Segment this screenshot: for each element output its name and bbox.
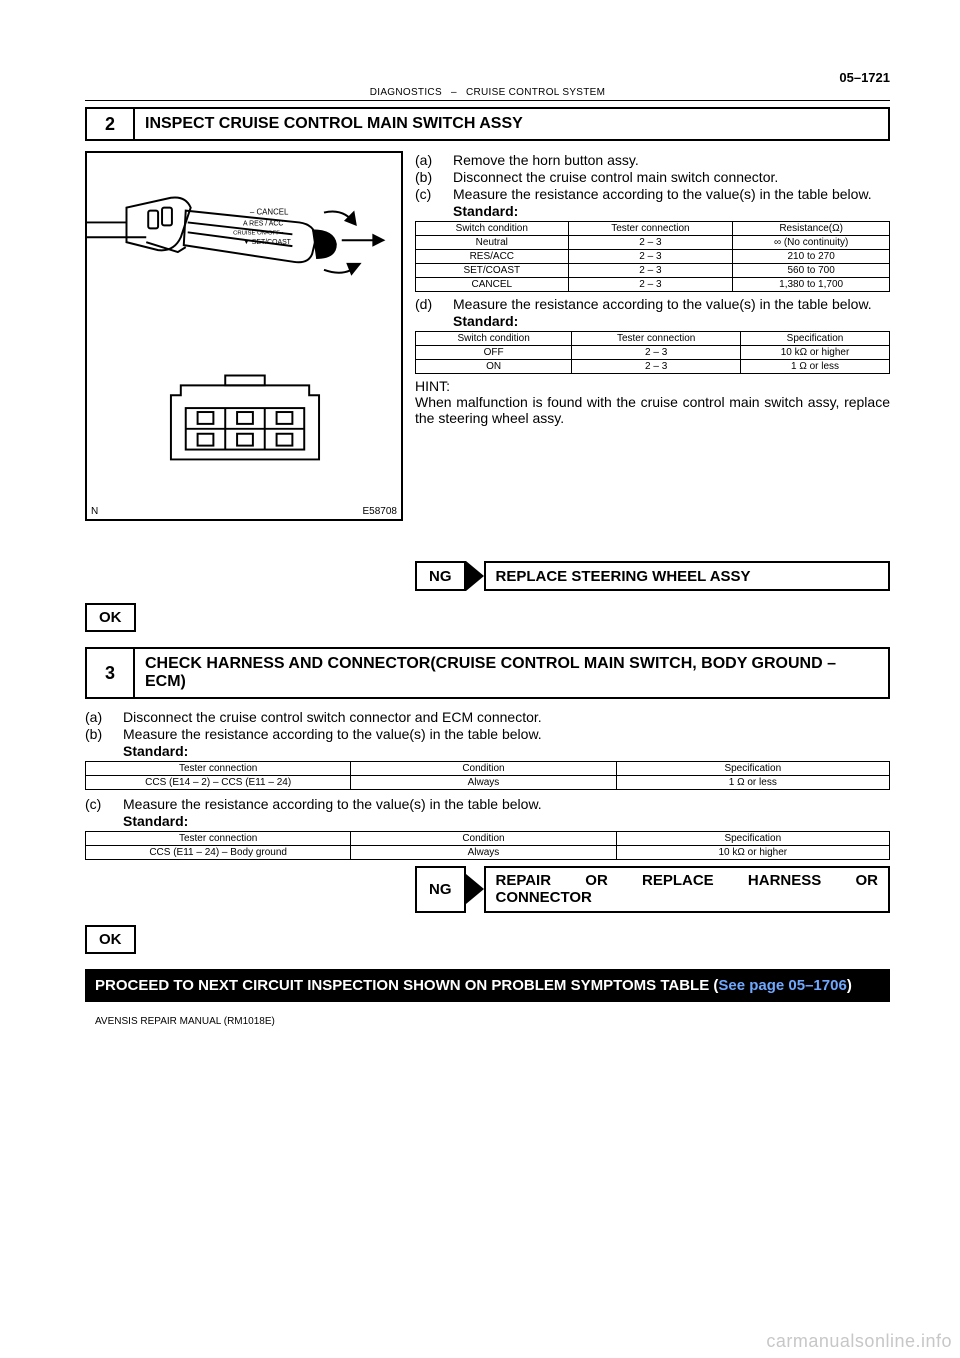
proceed-text: PROCEED TO NEXT CIRCUIT INSPECTION SHOWN… [95, 977, 718, 994]
para-a: (a)Remove the horn button assy. [415, 152, 890, 168]
cell: 2 – 3 [568, 264, 733, 278]
para-c: (c)Measure the resistance according to t… [415, 186, 890, 202]
cell: CCS (E14 – 2) – CCS (E11 – 24) [86, 776, 351, 790]
ok-label: OK [85, 925, 136, 954]
step-number: 2 [87, 109, 135, 139]
cell: Always [351, 846, 616, 860]
standard-label-1: Standard: [453, 203, 890, 219]
step-2-header: 2 INSPECT CRUISE CONTROL MAIN SWITCH ASS… [85, 107, 890, 141]
ng-action: REPAIR OR REPLACE HARNESS OR CONNECTOR [484, 866, 891, 913]
t1-h1: Tester connection [568, 222, 733, 236]
w2: CONNECTOR [496, 889, 879, 906]
switch-label-4: ▼ SET/COAST [243, 239, 292, 246]
proceed-close: ) [847, 977, 852, 994]
figure-box: – CANCEL A RES / ACC CRUISE ON•OFF • ▼ S… [85, 151, 403, 521]
s3t1-h0: Tester connection [86, 762, 351, 776]
step3-table-1: Tester connection Condition Specificatio… [85, 761, 890, 790]
standard-label-3: Standard: [123, 743, 890, 759]
page-number: 05–1721 [85, 70, 890, 85]
arrow-right-icon [466, 561, 484, 591]
para-c: (c)Measure the resistance according to t… [85, 796, 890, 812]
w: REPLACE [642, 872, 714, 889]
ng-action: REPLACE STEERING WHEEL ASSY [484, 561, 891, 591]
s3t2-h1: Condition [351, 832, 616, 846]
step2-table-1: Switch condition Tester connection Resis… [415, 221, 890, 292]
proceed-box: PROCEED TO NEXT CIRCUIT INSPECTION SHOWN… [85, 969, 890, 1002]
switch-label-2: A RES / ACC [243, 220, 283, 227]
step2-paragraphs: (a)Remove the horn button assy. (b)Disco… [415, 152, 890, 202]
para-b: (b)Disconnect the cruise control main sw… [415, 169, 890, 185]
cell: 1 Ω or less [616, 776, 889, 790]
para-a: (a)Disconnect the cruise control switch … [85, 709, 890, 725]
cell: 2 – 3 [572, 360, 741, 374]
step-3-header: 3 CHECK HARNESS AND CONNECTOR(CRUISE CON… [85, 647, 890, 699]
cell: RES/ACC [416, 250, 569, 264]
footer-manual: AVENSIS REPAIR MANUAL (RM1018E) [85, 1016, 890, 1027]
cell: 2 – 3 [568, 250, 733, 264]
w: OR [585, 872, 608, 889]
step3-table-2: Tester connection Condition Specificatio… [85, 831, 890, 860]
cell: 10 kΩ or higher [616, 846, 889, 860]
standard-label-2: Standard: [453, 313, 890, 329]
para-b: (b)Measure the resistance according to t… [85, 726, 890, 742]
hint-label: HINT: [415, 378, 890, 394]
cell: Always [351, 776, 616, 790]
cell: 1 Ω or less [741, 360, 890, 374]
step2-table-2: Switch condition Tester connection Speci… [415, 331, 890, 374]
step3-ng-row: NG REPAIR OR REPLACE HARNESS OR CONNECTO… [85, 866, 890, 913]
cell: Neutral [416, 236, 569, 250]
switch-diagram: – CANCEL A RES / ACC CRUISE ON•OFF • ▼ S… [87, 153, 401, 519]
step3-paragraphs: (a)Disconnect the cruise control switch … [85, 709, 890, 742]
breadcrumb-right: CRUISE CONTROL SYSTEM [466, 87, 605, 98]
s3t2-h0: Tester connection [86, 832, 351, 846]
breadcrumb-dash: – [451, 87, 457, 98]
figure-corner-n: N [91, 506, 98, 517]
w: HARNESS [748, 872, 821, 889]
ok-label: OK [85, 603, 136, 632]
s3t1-h1: Condition [351, 762, 616, 776]
cell: 1,380 to 1,700 [733, 278, 890, 292]
step-number: 3 [87, 649, 135, 697]
step-title: INSPECT CRUISE CONTROL MAIN SWITCH ASSY [135, 109, 888, 139]
standard-label-4: Standard: [123, 813, 890, 829]
cell: 210 to 270 [733, 250, 890, 264]
cell: 2 – 3 [568, 278, 733, 292]
t2-h0: Switch condition [416, 332, 572, 346]
step2-ng-row: NG REPLACE STEERING WHEEL ASSY [85, 561, 890, 591]
hint-text: When malfunction is found with the cruis… [415, 394, 890, 426]
t1-h0: Switch condition [416, 222, 569, 236]
watermark: carmanualsonline.info [766, 1331, 952, 1352]
cell: SET/COAST [416, 264, 569, 278]
cell: 2 – 3 [568, 236, 733, 250]
arrow-right-icon [466, 874, 484, 904]
step3-para-c: (c)Measure the resistance according to t… [85, 796, 890, 812]
switch-label-1: – CANCEL [250, 208, 289, 217]
switch-label-3: CRUISE ON•OFF • [233, 230, 283, 236]
proceed-link[interactable]: See page 05–1706 [718, 977, 846, 994]
w: REPAIR [496, 872, 552, 889]
para-d: (d)Measure the resistance according to t… [415, 296, 890, 312]
cell: OFF [416, 346, 572, 360]
step2-para-d: (d)Measure the resistance according to t… [415, 296, 890, 312]
breadcrumb-left: DIAGNOSTICS [370, 87, 442, 98]
figure-code: E58708 [363, 506, 397, 517]
s3t2-h2: Specification [616, 832, 889, 846]
breadcrumb: DIAGNOSTICS – CRUISE CONTROL SYSTEM [85, 87, 890, 101]
w: OR [855, 872, 878, 889]
s3t1-h2: Specification [616, 762, 889, 776]
cell: CCS (E11 – 24) – Body ground [86, 846, 351, 860]
step-title: CHECK HARNESS AND CONNECTOR(CRUISE CONTR… [135, 649, 888, 697]
cell: ON [416, 360, 572, 374]
t2-h2: Specification [741, 332, 890, 346]
cell: ∞ (No continuity) [733, 236, 890, 250]
cell: 2 – 3 [572, 346, 741, 360]
cell: 10 kΩ or higher [741, 346, 890, 360]
cell: 560 to 700 [733, 264, 890, 278]
t2-h1: Tester connection [572, 332, 741, 346]
ng-label: NG [415, 866, 466, 913]
ng-label: NG [415, 561, 466, 591]
cell: CANCEL [416, 278, 569, 292]
t1-h2: Resistance(Ω) [733, 222, 890, 236]
